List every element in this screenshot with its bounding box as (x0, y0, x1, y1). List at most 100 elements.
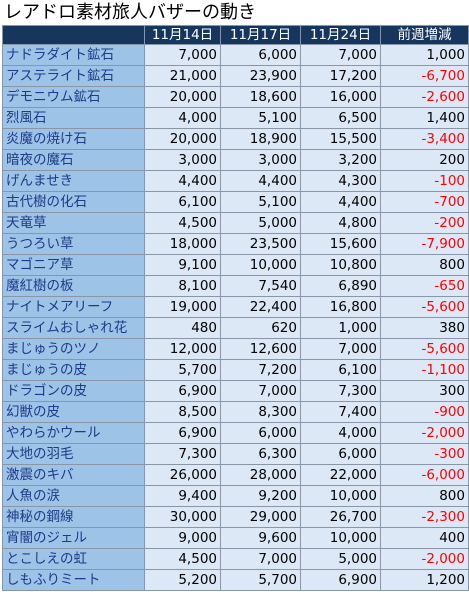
table-row: とこしえの虹 4,500 7,000 5,000 -2,000 (2, 548, 469, 570)
price-cell-date-2: 5,100 (220, 107, 301, 129)
price-cell-date-2: 12,600 (220, 338, 301, 360)
item-name-cell: 烈風石 (2, 107, 145, 129)
price-cell-date-3: 15,500 (300, 128, 381, 150)
table-row: 古代樹の化石 6,100 5,100 4,400 -700 (2, 191, 469, 213)
diff-cell: -6,000 (380, 464, 469, 486)
price-cell-date-2: 4,400 (220, 170, 301, 192)
price-cell-date-1: 4,500 (144, 212, 221, 234)
price-cell-date-2: 7,540 (220, 275, 301, 297)
diff-cell: -900 (380, 401, 469, 423)
diff-cell: -200 (380, 212, 469, 234)
diff-cell: -100 (380, 170, 469, 192)
item-name-cell: 神秘の鋼線 (2, 506, 145, 528)
price-cell-date-1: 9,400 (144, 485, 221, 507)
diff-cell: -5,600 (380, 296, 469, 318)
diff-cell: 1,200 (380, 569, 469, 591)
table-row: 炎魔の焼け石 20,000 18,900 15,500 -3,400 (2, 128, 469, 150)
table-body: ナドラダイト鉱石 7,000 6,000 7,000 1,000 アステライト鉱石 21,0… (2, 44, 469, 591)
price-cell-date-3: 15,600 (300, 233, 381, 255)
item-name-cell: まじゅうの皮 (2, 359, 145, 381)
table-row: ナイトメアリーフ 19,000 22,400 16,800 -5,600 (2, 296, 469, 318)
table-row: デモニウム鉱石 20,000 18,600 16,000 -2,600 (2, 86, 469, 108)
price-cell-date-2: 6,000 (220, 44, 301, 66)
price-cell-date-1: 9,100 (144, 254, 221, 276)
header-diff: 前週増減 (380, 25, 469, 45)
diff-cell: -300 (380, 443, 469, 465)
header-row: 11月14日 11月17日 11月24日 前週増減 (2, 25, 469, 45)
table-row: うつろい草 18,000 23,500 15,600 -7,900 (2, 233, 469, 255)
price-cell-date-2: 18,600 (220, 86, 301, 108)
table-row: しもふりミート 5,200 5,700 6,900 1,200 (2, 569, 469, 591)
table-row: ドラゴンの皮 6,900 7,000 7,300 300 (2, 380, 469, 402)
price-cell-date-1: 5,200 (144, 569, 221, 591)
table-row: 神秘の鋼線 30,000 29,000 26,700 -2,300 (2, 506, 469, 528)
price-cell-date-1: 26,000 (144, 464, 221, 486)
price-cell-date-1: 3,000 (144, 149, 221, 171)
price-cell-date-3: 4,800 (300, 212, 381, 234)
price-cell-date-2: 5,000 (220, 212, 301, 234)
item-name-cell: ナドラダイト鉱石 (2, 44, 145, 66)
item-name-cell: しもふりミート (2, 569, 145, 591)
price-cell-date-2: 23,900 (220, 65, 301, 87)
price-cell-date-1: 9,000 (144, 527, 221, 549)
page-title: レアドロ素材旅人バザーの動き (4, 2, 256, 23)
price-cell-date-2: 9,200 (220, 485, 301, 507)
price-cell-date-3: 1,000 (300, 317, 381, 339)
diff-cell: -1,100 (380, 359, 469, 381)
item-name-cell: げんませき (2, 170, 145, 192)
diff-cell: 200 (380, 149, 469, 171)
table-row: 宵闇のジェル 9,000 9,600 10,000 400 (2, 527, 469, 549)
price-cell-date-3: 26,700 (300, 506, 381, 528)
price-cell-date-2: 9,600 (220, 527, 301, 549)
price-cell-date-2: 8,300 (220, 401, 301, 423)
table-row: スライムおしゃれ花 480 620 1,000 380 (2, 317, 469, 339)
table-row: 激震のキバ 26,000 28,000 22,000 -6,000 (2, 464, 469, 486)
header-date-3: 11月24日 (300, 25, 381, 45)
price-cell-date-2: 6,000 (220, 422, 301, 444)
diff-cell: -2,600 (380, 86, 469, 108)
price-cell-date-1: 6,900 (144, 380, 221, 402)
price-cell-date-2: 22,400 (220, 296, 301, 318)
price-cell-date-1: 7,300 (144, 443, 221, 465)
table-row: 幻獣の皮 8,500 8,300 7,400 -900 (2, 401, 469, 423)
price-cell-date-1: 20,000 (144, 86, 221, 108)
price-cell-date-1: 19,000 (144, 296, 221, 318)
price-cell-date-2: 620 (220, 317, 301, 339)
price-cell-date-3: 16,000 (300, 86, 381, 108)
item-name-cell: 天竜草 (2, 212, 145, 234)
price-cell-date-3: 3,200 (300, 149, 381, 171)
diff-cell: -700 (380, 191, 469, 213)
diff-cell: 800 (380, 254, 469, 276)
price-cell-date-3: 7,400 (300, 401, 381, 423)
price-cell-date-3: 4,400 (300, 191, 381, 213)
price-cell-date-3: 4,300 (300, 170, 381, 192)
price-cell-date-1: 8,500 (144, 401, 221, 423)
price-cell-date-3: 5,000 (300, 548, 381, 570)
item-name-cell: 宵闇のジェル (2, 527, 145, 549)
price-cell-date-3: 22,000 (300, 464, 381, 486)
price-cell-date-2: 7,000 (220, 548, 301, 570)
item-name-cell: ナイトメアリーフ (2, 296, 145, 318)
header-date-2: 11月17日 (220, 25, 301, 45)
price-cell-date-2: 5,700 (220, 569, 301, 591)
item-name-cell: 激震のキバ (2, 464, 145, 486)
table-row: げんませき 4,400 4,400 4,300 -100 (2, 170, 469, 192)
price-cell-date-3: 7,000 (300, 338, 381, 360)
item-name-cell: アステライト鉱石 (2, 65, 145, 87)
item-name-cell: ドラゴンの皮 (2, 380, 145, 402)
diff-cell: 380 (380, 317, 469, 339)
price-cell-date-2: 29,000 (220, 506, 301, 528)
table-row: 魔紅樹の板 8,100 7,540 6,890 -650 (2, 275, 469, 297)
price-cell-date-2: 7,000 (220, 380, 301, 402)
price-cell-date-3: 10,000 (300, 527, 381, 549)
price-cell-date-2: 23,500 (220, 233, 301, 255)
item-name-cell: 炎魔の焼け石 (2, 128, 145, 150)
diff-cell: -6,700 (380, 65, 469, 87)
price-cell-date-1: 7,000 (144, 44, 221, 66)
table-row: 烈風石 4,000 5,100 6,500 1,400 (2, 107, 469, 129)
diff-cell: 800 (380, 485, 469, 507)
item-name-cell: マゴニア草 (2, 254, 145, 276)
price-cell-date-1: 30,000 (144, 506, 221, 528)
price-cell-date-2: 28,000 (220, 464, 301, 486)
table-row: まじゅうのツノ 12,000 12,600 7,000 -5,600 (2, 338, 469, 360)
